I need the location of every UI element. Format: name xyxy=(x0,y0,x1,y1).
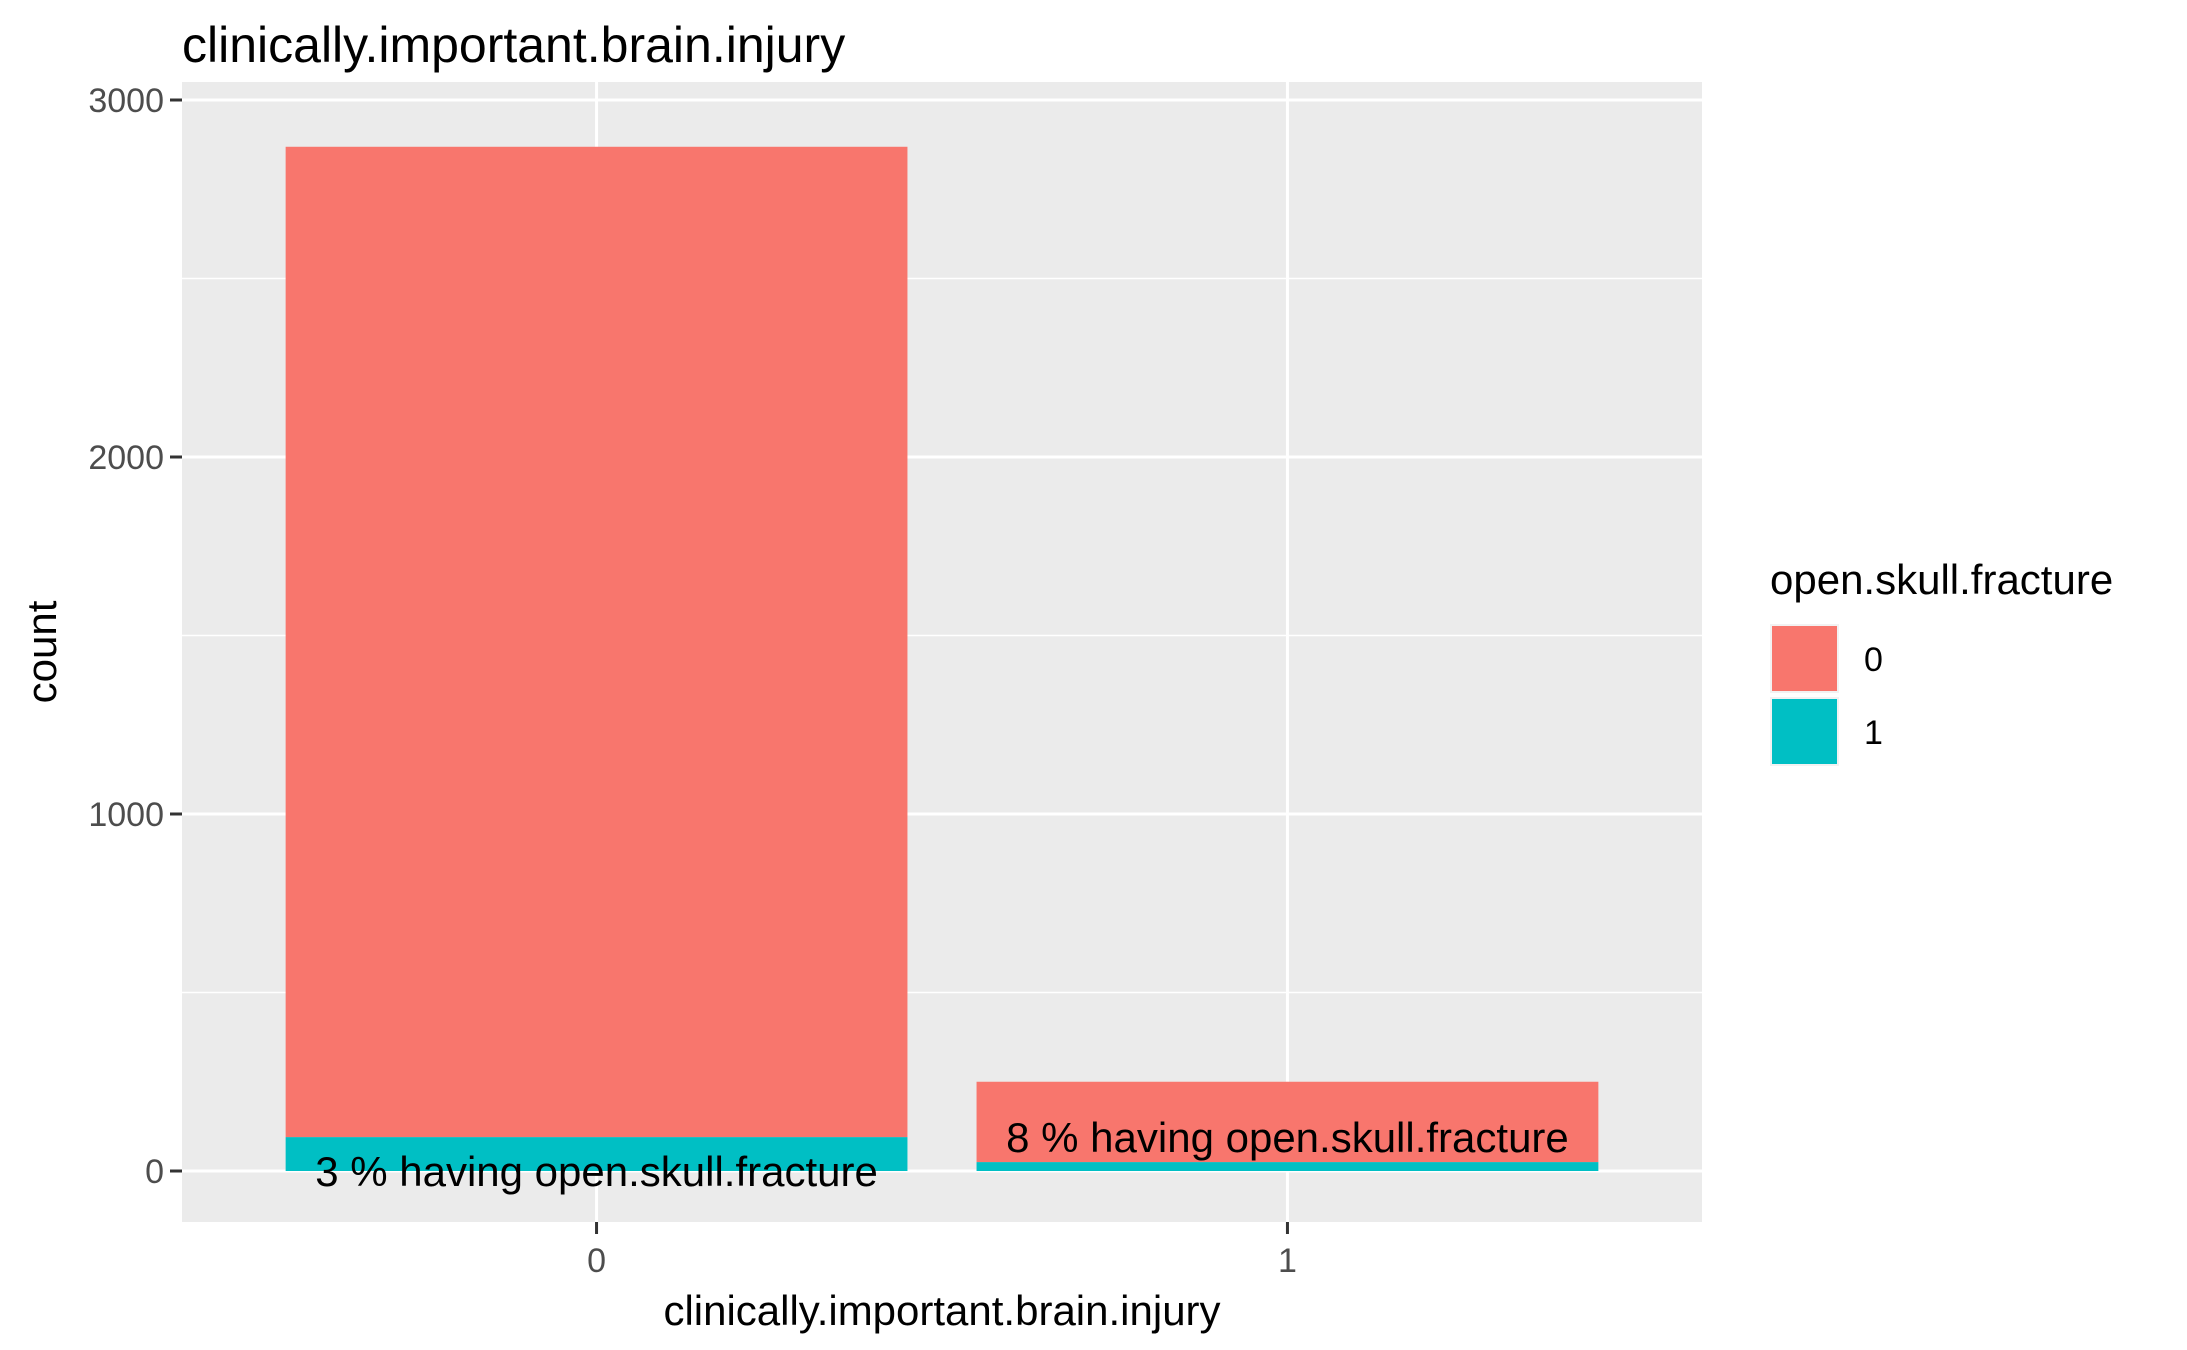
y-axis: 0 1000 2000 3000 xyxy=(88,82,182,1191)
bar-segment xyxy=(285,146,908,1138)
x-tick-label: 0 xyxy=(587,1242,606,1280)
y-axis-title: count xyxy=(18,600,65,703)
bar-annotation: 3 % having open.skull.fracture xyxy=(315,1148,878,1195)
legend-swatch xyxy=(1772,626,1837,691)
bar-segment xyxy=(976,1081,1599,1163)
bar-segment xyxy=(976,1162,1599,1171)
y-tick-label: 3000 xyxy=(88,82,164,120)
bars xyxy=(285,146,1599,1171)
legend: open.skull.fracture 01 xyxy=(1770,556,2113,766)
x-tick-label: 1 xyxy=(1278,1242,1297,1280)
bar-segment xyxy=(285,1137,908,1171)
legend-keys: 01 xyxy=(1770,624,1883,766)
x-axis-title: clinically.important.brain.injury xyxy=(663,1287,1220,1334)
y-tick-label: 1000 xyxy=(88,796,164,834)
legend-title: open.skull.fracture xyxy=(1770,556,2113,603)
annotations: 3 % having open.skull.fracture 8 % having… xyxy=(315,1114,1569,1195)
y-tick-label: 2000 xyxy=(88,439,164,477)
chart-title: clinically.important.brain.injury xyxy=(182,17,845,73)
legend-label: 0 xyxy=(1864,641,1883,679)
bar-annotation: 8 % having open.skull.fracture xyxy=(1006,1114,1569,1161)
legend-swatch xyxy=(1772,699,1837,764)
y-tick-label: 0 xyxy=(145,1153,164,1191)
legend-label: 1 xyxy=(1864,714,1883,752)
